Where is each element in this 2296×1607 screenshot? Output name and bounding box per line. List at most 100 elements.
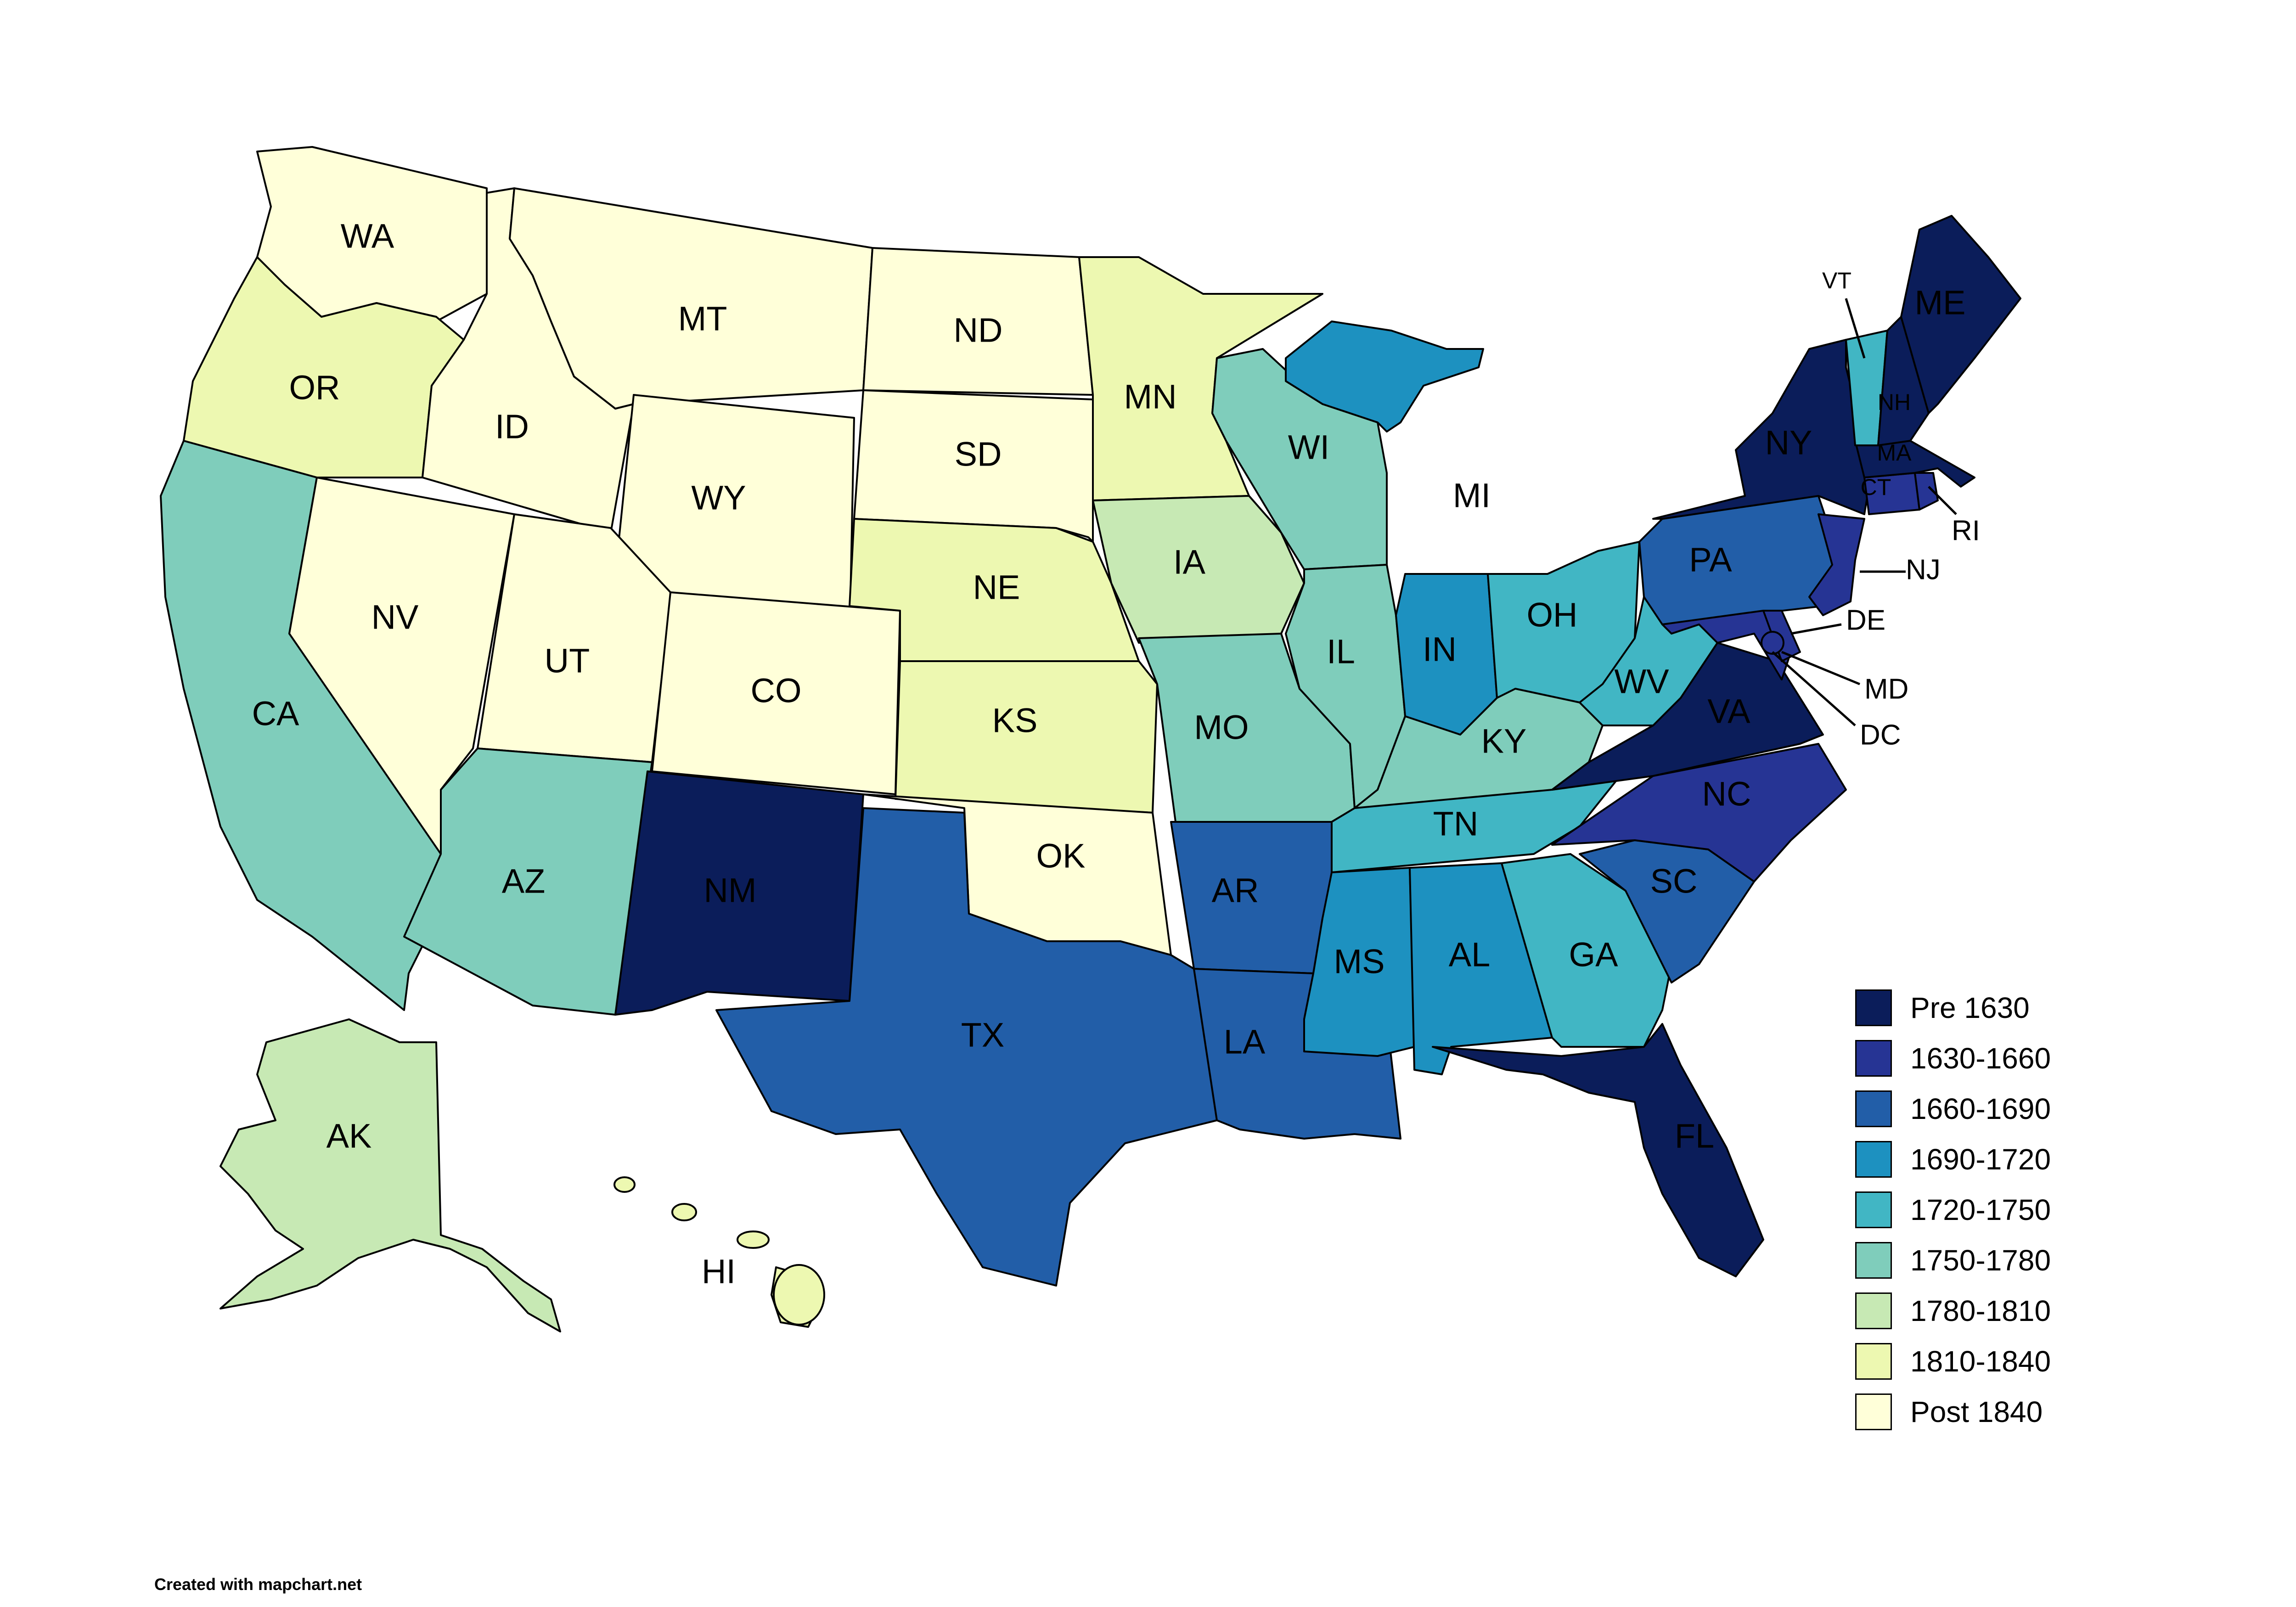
legend-swatch	[1855, 1242, 1892, 1279]
label-MO: MO	[1194, 708, 1249, 747]
label-ME: ME	[1915, 284, 1966, 322]
label-AK: AK	[326, 1117, 372, 1155]
label-CT: CT	[1861, 474, 1891, 500]
label-MA: MA	[1877, 440, 1912, 466]
label-OH: OH	[1527, 596, 1578, 634]
label-NM: NM	[703, 871, 756, 910]
state-FL[interactable]	[1432, 1023, 1764, 1277]
label-MS: MS	[1334, 943, 1385, 981]
label-NV: NV	[371, 598, 419, 636]
credit-text: Created with mapchart.net	[154, 1575, 362, 1594]
legend: Pre 1630 1630-1660 1660-1690 1690-1720 1720-…	[1855, 983, 2177, 1437]
leader-dc	[1772, 651, 1856, 726]
label-PA: PA	[1689, 541, 1732, 579]
legend-item: Post 1840	[1855, 1387, 2177, 1437]
legend-label: 1750-1780	[1910, 1244, 2051, 1277]
state-NC[interactable]	[1551, 743, 1847, 882]
label-TN: TN	[1433, 805, 1479, 843]
legend-item: 1750-1780	[1855, 1235, 2177, 1286]
state-MA[interactable]	[1854, 440, 1975, 488]
label-FL: FL	[1675, 1117, 1714, 1155]
label-NC: NC	[1702, 775, 1751, 813]
label-NH: NH	[1878, 389, 1911, 415]
label-KY: KY	[1481, 722, 1527, 760]
label-RI: RI	[1952, 515, 1980, 546]
legend-label: Post 1840	[1910, 1395, 2043, 1428]
label-NE: NE	[973, 568, 1020, 607]
leader-md	[1781, 651, 1860, 686]
label-AR: AR	[1212, 871, 1259, 910]
label-MT: MT	[678, 300, 727, 338]
legend-label: 1630-1660	[1910, 1042, 2051, 1075]
legend-label: 1690-1720	[1910, 1143, 2051, 1176]
legend-label: Pre 1630	[1910, 991, 2030, 1024]
label-ID: ID	[495, 408, 529, 446]
state-TX[interactable]	[715, 807, 1218, 1287]
label-VT: VT	[1822, 268, 1851, 293]
state-MI[interactable]	[1285, 320, 1484, 433]
state-DC[interactable]	[1761, 631, 1784, 655]
legend-item: 1690-1720	[1855, 1134, 2177, 1185]
legend-item: 1630-1660	[1855, 1033, 2177, 1084]
legend-item: 1720-1750	[1855, 1185, 2177, 1235]
state-NY[interactable]	[1652, 339, 1870, 520]
legend-label: 1780-1810	[1910, 1294, 2051, 1327]
legend-item: 1810-1840	[1855, 1336, 2177, 1387]
label-GA: GA	[1569, 936, 1619, 974]
label-KS: KS	[992, 702, 1038, 740]
legend-swatch	[1855, 1090, 1892, 1127]
legend-swatch	[1855, 1191, 1892, 1228]
label-WI: WI	[1288, 428, 1329, 466]
legend-swatch	[1855, 989, 1892, 1026]
legend-swatch	[1855, 1141, 1892, 1178]
leader-de	[1790, 623, 1842, 635]
legend-swatch	[1855, 1393, 1892, 1430]
legend-swatch	[1855, 1040, 1892, 1077]
label-AZ: AZ	[502, 862, 546, 900]
label-DC: DC	[1860, 719, 1901, 751]
label-OK: OK	[1036, 837, 1086, 875]
state-GA[interactable]	[1501, 853, 1672, 1048]
state-HI-oahu[interactable]	[671, 1203, 697, 1221]
state-ME[interactable]	[1900, 215, 2021, 414]
label-DE: DE	[1846, 604, 1885, 636]
state-MS[interactable]	[1303, 867, 1415, 1057]
label-NY: NY	[1765, 424, 1812, 462]
label-ND: ND	[954, 311, 1003, 349]
legend-item: 1660-1690	[1855, 1084, 2177, 1134]
legend-swatch	[1855, 1292, 1892, 1329]
state-IA[interactable]	[1092, 495, 1305, 644]
legend-swatch	[1855, 1343, 1892, 1380]
label-MI: MI	[1453, 477, 1491, 515]
state-HI-maui[interactable]	[737, 1231, 770, 1249]
state-KS[interactable]	[895, 660, 1158, 814]
label-WA: WA	[341, 217, 394, 255]
legend-label: 1660-1690	[1910, 1092, 2051, 1125]
state-RI[interactable]	[1914, 472, 1939, 511]
legend-label: 1810-1840	[1910, 1345, 2051, 1378]
label-TX: TX	[961, 1016, 1005, 1054]
label-MD: MD	[1864, 673, 1908, 705]
label-WV: WV	[1614, 663, 1669, 701]
state-AK[interactable]	[219, 1018, 561, 1332]
label-CO: CO	[751, 672, 802, 710]
leader-vt	[1845, 298, 1866, 359]
state-NJ[interactable]	[1808, 513, 1865, 616]
label-AL: AL	[1449, 936, 1491, 974]
state-NH[interactable]	[1877, 316, 1930, 446]
label-CA: CA	[252, 695, 299, 733]
label-IA: IA	[1173, 543, 1206, 581]
legend-item: Pre 1630	[1855, 983, 2177, 1033]
label-IN: IN	[1423, 630, 1457, 669]
label-SC: SC	[1650, 862, 1698, 900]
label-HI: HI	[702, 1253, 736, 1291]
label-MN: MN	[1124, 378, 1176, 416]
legend-label: 1720-1750	[1910, 1193, 2051, 1226]
label-VA: VA	[1707, 692, 1750, 730]
label-NJ: NJ	[1906, 554, 1941, 585]
legend-item: 1780-1810	[1855, 1286, 2177, 1336]
state-HI-kauai[interactable]	[613, 1176, 636, 1193]
state-HI-big-island[interactable]	[773, 1264, 825, 1326]
label-OR: OR	[289, 369, 340, 407]
label-UT: UT	[545, 642, 590, 680]
